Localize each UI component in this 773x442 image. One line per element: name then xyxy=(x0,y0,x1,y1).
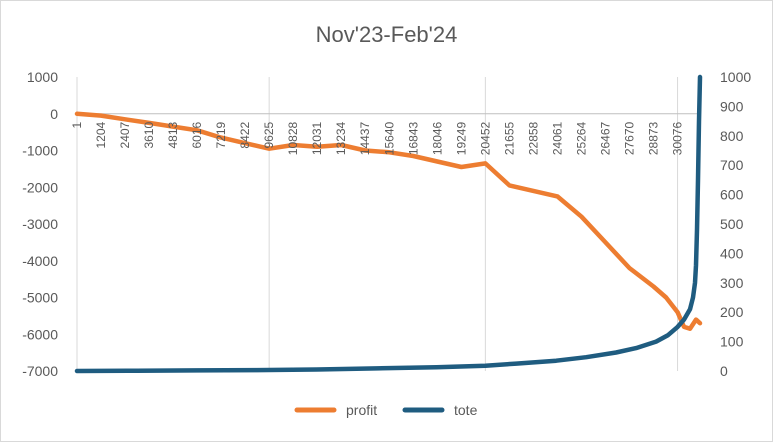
y-left-tick-label: -3000 xyxy=(22,216,58,232)
legend-label-profit: profit xyxy=(346,402,377,418)
x-tick-label: 18046 xyxy=(430,121,444,155)
series-layer xyxy=(74,74,703,374)
y-left-tick-label: 1000 xyxy=(27,69,58,85)
x-tick-label: 25264 xyxy=(574,122,588,156)
y-left-tick-label: -5000 xyxy=(22,290,58,306)
chart-title: Nov'23-Feb'24 xyxy=(316,22,458,47)
x-tick-label: 4813 xyxy=(166,121,180,148)
y-left-tick-label: -1000 xyxy=(22,143,58,159)
x-tick-label: 24061 xyxy=(550,121,564,155)
y-left-tick-label: -4000 xyxy=(22,253,58,269)
x-tick-label: 15640 xyxy=(382,121,396,155)
series-line-profit xyxy=(74,111,703,331)
x-tick-label: 21655 xyxy=(502,121,516,155)
x-tick-label: 30076 xyxy=(671,122,685,156)
x-tick-label: 12031 xyxy=(310,121,324,155)
y-left-tick-label: -6000 xyxy=(22,326,58,342)
x-tick-label: 28873 xyxy=(646,121,660,155)
y-right-tick-label: 900 xyxy=(720,98,744,114)
x-tick-label: 19249 xyxy=(454,122,468,156)
y-right-tick-label: 600 xyxy=(720,187,744,203)
x-tick-label: 3610 xyxy=(142,122,156,149)
y-right-tick-label: 100 xyxy=(720,334,744,350)
y-left-tick-label: 0 xyxy=(50,106,58,122)
x-tick-label: 2407 xyxy=(118,121,132,148)
x-axis: 1 1204 2407 3610 4813 6016 7219 8422 9625 10828 12… xyxy=(70,121,685,155)
x-tick-label: 8422 xyxy=(238,122,252,149)
x-tick-label: 26467 xyxy=(598,121,612,155)
x-tick-label: 9625 xyxy=(262,122,276,149)
y-right-tick-label: 200 xyxy=(720,304,744,320)
y-right-tick-label: 1000 xyxy=(720,69,751,85)
y-left-tick-label: -7000 xyxy=(22,363,58,379)
x-tick-label: 13234 xyxy=(334,121,348,155)
y-right-tick-label: 800 xyxy=(720,128,744,144)
x-tick-label: 14437 xyxy=(358,122,372,156)
x-tick-label: 27670 xyxy=(622,121,636,155)
y-right-tick-label: 500 xyxy=(720,216,744,232)
x-tick-label: 1204 xyxy=(94,121,108,148)
y-axis-left: 1000 0 -1000 -2000 -3000 -4000 -5000 -6000 -7000 xyxy=(22,69,58,379)
x-tick-label: 16843 xyxy=(406,121,420,155)
gridlines xyxy=(76,77,700,371)
series-line-tote xyxy=(74,74,703,374)
y-right-tick-label: 700 xyxy=(720,157,744,173)
x-tick-label: 6016 xyxy=(190,121,204,148)
y-left-tick-label: -2000 xyxy=(22,179,58,195)
y-right-tick-label: 300 xyxy=(720,275,744,291)
x-tick-label: 22858 xyxy=(526,121,540,155)
x-tick-label: 20452 xyxy=(478,122,492,156)
x-tick-label: 1 xyxy=(70,121,84,128)
y-right-tick-label: 0 xyxy=(720,363,728,379)
legend: profit tote xyxy=(294,402,478,418)
y-right-tick-label: 400 xyxy=(720,245,744,261)
x-tick-label: 7219 xyxy=(214,121,228,148)
x-tick-label: 10828 xyxy=(286,121,300,155)
legend-label-tote: tote xyxy=(454,402,478,418)
